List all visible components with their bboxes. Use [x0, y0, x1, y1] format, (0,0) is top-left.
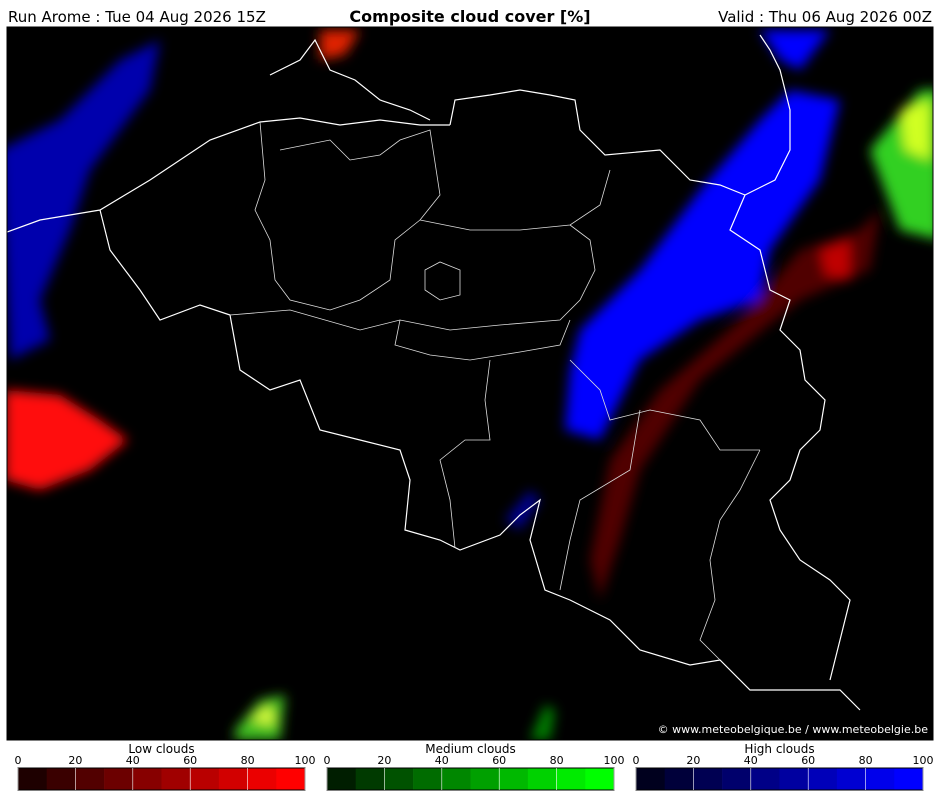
colorbars: Low clouds 0 20 40 60 80 100 Medium clouds 0 20 40…: [15, 742, 934, 791]
colorbar-segment: [865, 768, 895, 790]
colorbar-segment: [527, 768, 557, 790]
colorbar-segment: [327, 768, 356, 790]
colorbar-segment: [693, 768, 723, 790]
colorbar-segment: [384, 768, 414, 790]
province-borders: [229, 121, 761, 661]
credit: © www.meteobelgique.be / www.meteobelgie…: [658, 723, 929, 736]
colorbar-segment: [276, 768, 306, 790]
colorbar-title: Low clouds: [128, 742, 194, 756]
colorbar-tick-label: 80: [550, 754, 564, 767]
colorbar-segment: [46, 768, 76, 790]
colorbar-segment: [636, 768, 665, 790]
colorbar-segment: [190, 768, 220, 790]
colorbar-tick-label: 40: [744, 754, 758, 767]
colorbar-tick-label: 80: [241, 754, 255, 767]
colorbar-tick-label: 20: [68, 754, 82, 767]
colorbar-tick-label: 20: [377, 754, 391, 767]
colorbar-tick-label: 60: [492, 754, 506, 767]
colorbar-title: Medium clouds: [425, 742, 516, 756]
colorbar-tick-label: 40: [126, 754, 140, 767]
colorbar-segment: [355, 768, 385, 790]
colorbar-segment: [132, 768, 162, 790]
map-title: Composite cloud cover [%]: [349, 7, 590, 26]
colorbar-segment: [894, 768, 924, 790]
valid-label: Valid : Thu 06 Aug 2026 00Z: [718, 8, 932, 26]
colorbar-segment: [585, 768, 615, 790]
colorbar-segment: [470, 768, 500, 790]
colorbar-segment: [413, 768, 443, 790]
colorbar-tick-label: 80: [859, 754, 873, 767]
map: © www.meteobelgique.be / www.meteobelgie…: [7, 27, 933, 740]
colorbar-segment: [161, 768, 191, 790]
colorbar-segment: [218, 768, 248, 790]
colorbar-tick-label: 40: [435, 754, 449, 767]
colorbar-segment: [104, 768, 134, 790]
colorbar-title: High clouds: [744, 742, 814, 756]
colorbar-segment: [556, 768, 586, 790]
colorbar-tick-label: 60: [183, 754, 197, 767]
colorbar-segment: [499, 768, 529, 790]
colorbar-segment: [836, 768, 866, 790]
colorbar-segment: [779, 768, 809, 790]
colorbar-tick-label: 0: [324, 754, 331, 767]
colorbar-tick-label: 0: [633, 754, 640, 767]
run-label: Run Arome : Tue 04 Aug 2026 15Z: [8, 8, 266, 26]
colorbar-tick-label: 20: [686, 754, 700, 767]
colorbar-tick-label: 100: [295, 754, 316, 767]
colorbar-tick-label: 0: [15, 754, 22, 767]
colorbar-segment: [664, 768, 694, 790]
colorbar-segment: [808, 768, 838, 790]
map-frame: [6, 26, 934, 741]
colorbar-segment: [75, 768, 105, 790]
colorbar-tick-label: 100: [604, 754, 625, 767]
colorbar-segment: [18, 768, 47, 790]
colorbar-segment: [722, 768, 752, 790]
colorbar-tick-label: 60: [801, 754, 815, 767]
colorbar-segment: [750, 768, 780, 790]
colorbar-segment: [247, 768, 277, 790]
colorbar-segment: [441, 768, 471, 790]
cloud-fields: [7, 30, 933, 740]
colorbar-tick-label: 100: [913, 754, 934, 767]
